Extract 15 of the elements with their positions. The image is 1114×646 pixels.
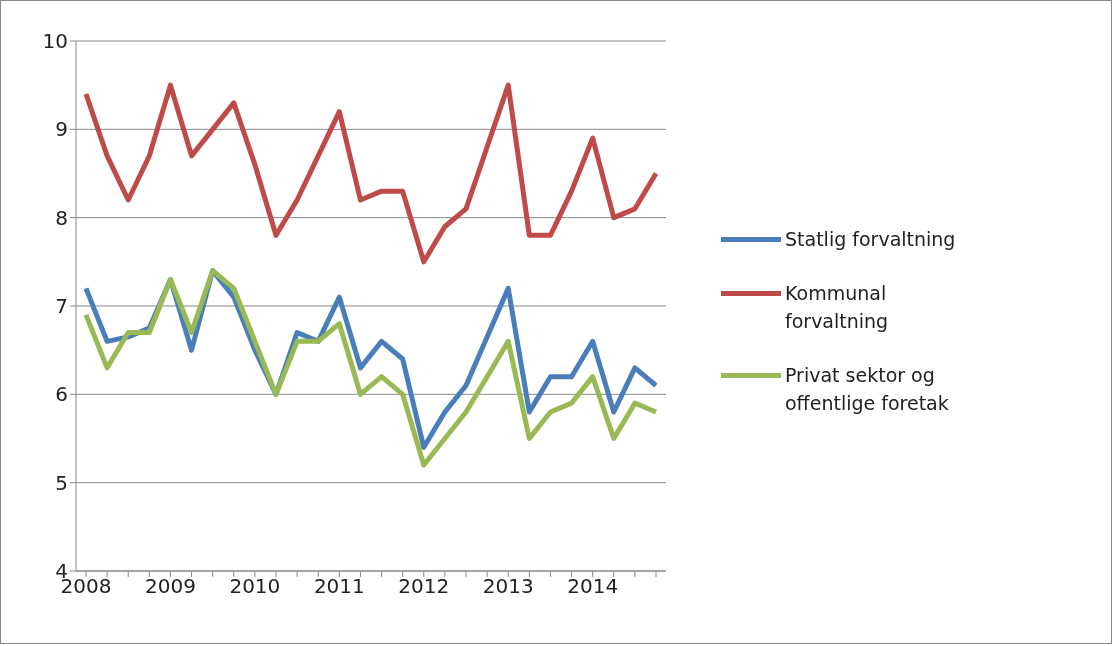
x-tick-label: 2012 [398, 574, 450, 599]
y-tick-label: 5 [55, 470, 68, 495]
x-tick-label: 2010 [229, 574, 281, 599]
y-tick-label: 8 [55, 205, 68, 230]
legend-label: Privat sektor og offentlige foretak [785, 363, 950, 416]
legend-label: Kommunal forvaltning [785, 281, 890, 334]
x-tick-label: 2009 [144, 574, 196, 599]
y-tick-label: 6 [55, 382, 68, 407]
y-tick-label: 7 [55, 294, 68, 319]
x-tick-label: 2013 [482, 574, 534, 599]
y-tick-label: 10 [42, 29, 68, 54]
x-tick-label: 2011 [313, 574, 365, 599]
y-tick-label: 9 [55, 117, 68, 142]
legend-label: Statlig forvaltning [785, 227, 957, 252]
x-tick-label: 2014 [567, 574, 619, 599]
